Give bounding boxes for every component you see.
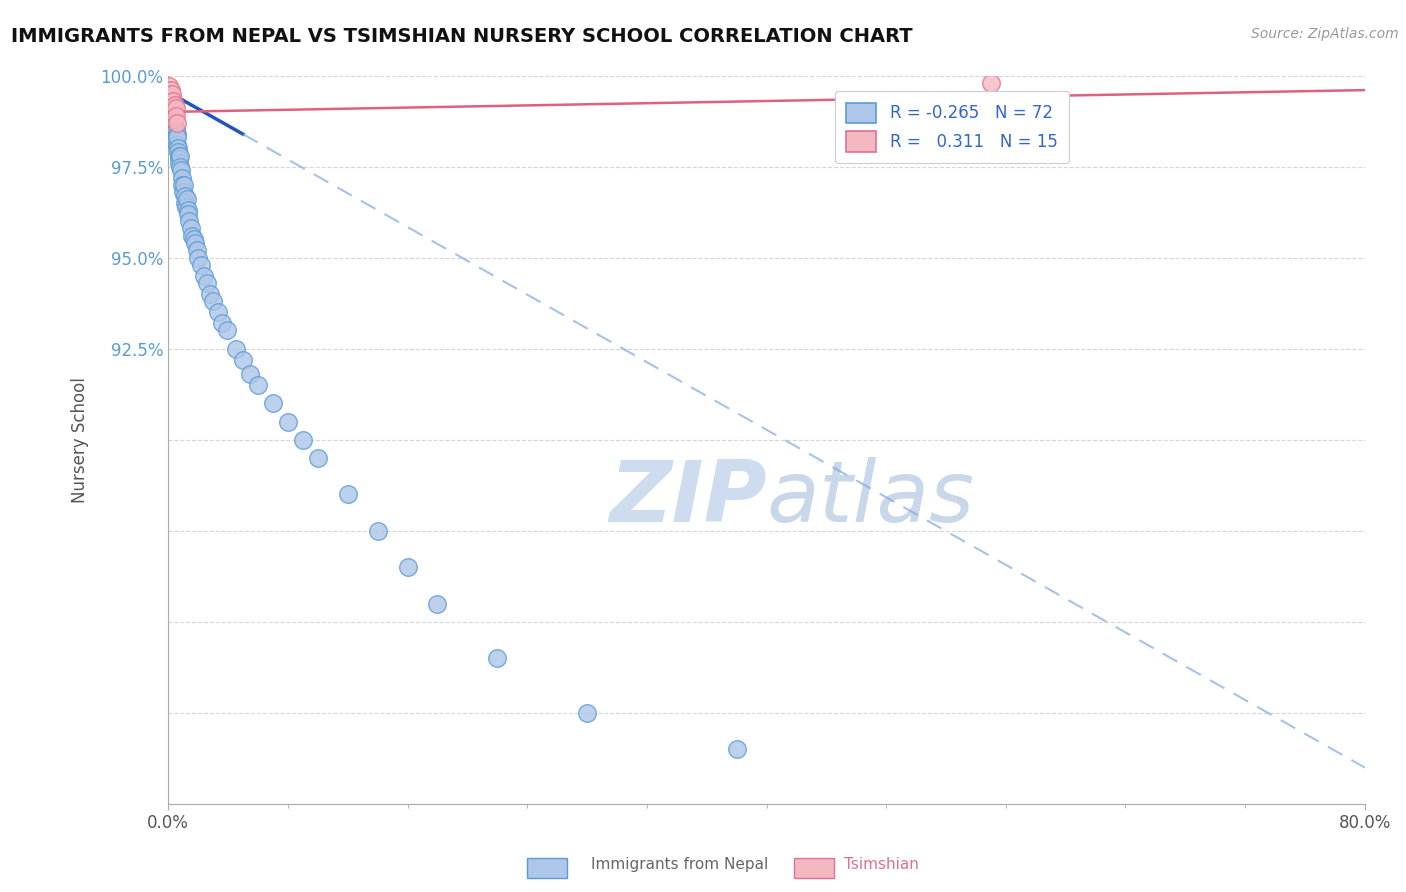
Point (160, 104, 183, 119)
Point (193, 268, 215, 283)
Point (426, 597, 449, 611)
Text: atlas: atlas (766, 457, 974, 540)
Point (167, 153, 190, 167)
Point (198, 287, 221, 301)
Point (576, 706, 599, 720)
Point (367, 524, 389, 538)
Point (163, 116, 186, 130)
Point (177, 207, 200, 221)
Point (162, 104, 184, 119)
Point (165, 134, 187, 148)
Point (180, 221, 202, 235)
Point (486, 651, 509, 665)
Text: IMMIGRANTS FROM NEPAL VS TSIMSHIAN NURSERY SCHOOL CORRELATION CHART: IMMIGRANTS FROM NEPAL VS TSIMSHIAN NURSE… (11, 27, 912, 45)
Point (167, 148, 190, 162)
Point (160, 87, 183, 101)
Point (172, 178, 194, 192)
Point (165, 123, 187, 137)
Point (225, 342, 247, 356)
Point (246, 378, 269, 392)
Point (215, 323, 238, 337)
Point (162, 116, 184, 130)
Point (336, 487, 359, 501)
Point (173, 178, 195, 192)
Text: Immigrants from Nepal: Immigrants from Nepal (591, 857, 768, 872)
Point (159, 94, 181, 108)
Point (169, 160, 191, 174)
Point (186, 244, 208, 258)
Point (202, 294, 225, 309)
Point (176, 192, 198, 206)
Point (162, 101, 184, 115)
Point (173, 188, 195, 202)
Point (239, 367, 262, 381)
Point (172, 185, 194, 199)
Point (162, 104, 184, 119)
Point (195, 276, 218, 290)
Point (167, 141, 190, 155)
Point (184, 235, 207, 250)
Point (163, 123, 186, 137)
Point (725, 742, 748, 756)
Point (167, 145, 190, 159)
Point (166, 116, 188, 130)
Point (183, 232, 205, 246)
Point (176, 203, 198, 218)
Point (160, 101, 183, 115)
Legend: R = -0.265   N = 72, R =   0.311   N = 15: R = -0.265 N = 72, R = 0.311 N = 15 (835, 91, 1070, 163)
Point (159, 87, 181, 101)
Point (181, 228, 204, 243)
Text: Tsimshian: Tsimshian (844, 857, 918, 872)
Point (170, 163, 193, 178)
Point (162, 120, 184, 134)
Point (165, 120, 187, 134)
Point (307, 450, 329, 465)
Point (160, 94, 183, 108)
Point (166, 130, 188, 145)
Point (174, 196, 197, 211)
Text: Source: ZipAtlas.com: Source: ZipAtlas.com (1251, 27, 1399, 41)
Point (159, 97, 181, 112)
Point (211, 316, 233, 330)
Point (174, 200, 197, 214)
Point (980, 76, 1002, 90)
Point (157, 79, 180, 94)
Point (166, 137, 188, 152)
Point (165, 127, 187, 141)
Point (163, 130, 186, 145)
Point (163, 109, 186, 123)
Text: ZIP: ZIP (609, 457, 766, 540)
Point (190, 258, 212, 272)
Point (160, 109, 183, 123)
Point (207, 305, 229, 319)
Point (163, 112, 186, 127)
Point (165, 101, 187, 115)
Point (163, 97, 186, 112)
Point (160, 83, 183, 97)
Y-axis label: Nursery School: Nursery School (72, 376, 89, 503)
Point (166, 127, 188, 141)
Point (232, 352, 254, 367)
Point (157, 90, 180, 104)
Point (162, 94, 184, 108)
Point (159, 87, 181, 101)
Point (157, 83, 180, 97)
Point (291, 433, 314, 447)
Point (162, 112, 184, 127)
Point (160, 94, 183, 108)
Point (277, 415, 299, 429)
Point (169, 148, 191, 162)
Point (159, 90, 181, 104)
Point (165, 109, 187, 123)
Point (179, 214, 201, 228)
Point (169, 156, 191, 170)
Point (396, 560, 419, 574)
Point (170, 170, 193, 185)
Point (187, 251, 209, 265)
Point (262, 396, 284, 410)
